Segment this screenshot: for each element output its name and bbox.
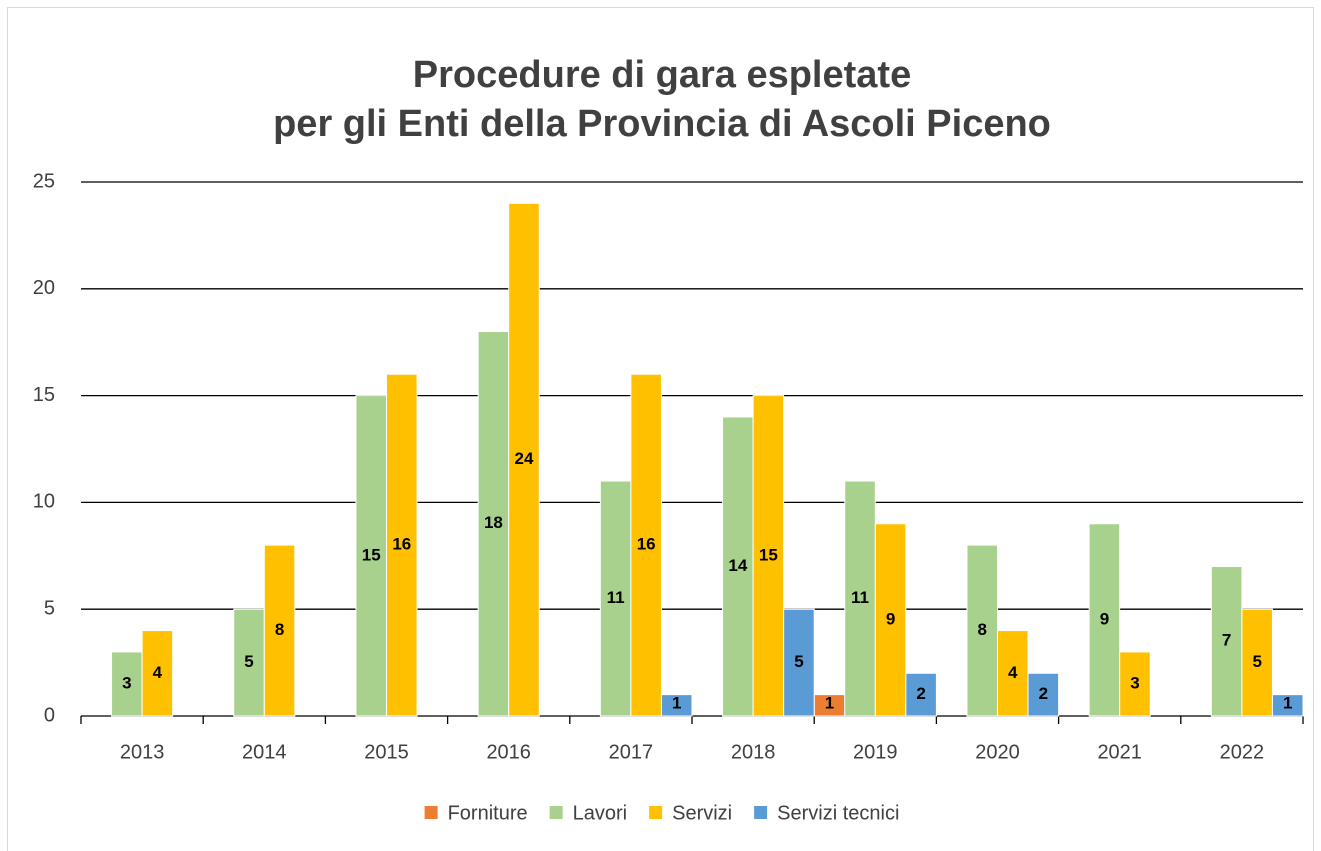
data-label: 1 [1283,693,1292,712]
bar [477,331,510,717]
bar [1088,523,1121,717]
data-label: 3 [1130,673,1139,692]
bar [263,544,296,717]
bar [874,523,907,717]
bar [783,608,815,717]
data-label: 16 [637,535,656,554]
bar [905,672,937,717]
bar [111,651,143,717]
y-tick-label: 10 [33,491,55,513]
data-label: 3 [122,673,131,692]
y-tick-label: 0 [44,704,55,726]
legend-label: Lavori [573,802,627,824]
bar [1271,694,1304,717]
bar [630,373,662,717]
data-label: 2 [916,684,925,703]
data-label: 11 [851,588,869,607]
legend-label: Servizi [672,802,732,824]
bar [997,630,1029,717]
x-tick-label: 2020 [975,741,1020,763]
x-tick-label: 2018 [731,741,776,763]
chart-title: Procedure di gara espletate [413,54,911,96]
y-tick-label: 15 [33,384,55,406]
x-tick-label: 2019 [853,741,898,763]
data-label: 1 [672,693,681,712]
x-tick-label: 2014 [242,741,287,763]
legend-swatch [754,806,768,819]
bar [844,480,876,717]
legend-swatch [649,806,663,819]
data-label: 14 [728,556,747,575]
bar [752,395,785,717]
legend-swatch [424,806,438,819]
legend-label: Forniture [448,802,528,824]
legend-swatch [549,806,563,819]
data-label: 5 [794,652,803,671]
data-label: 16 [392,535,411,554]
bar [508,202,540,717]
x-tick-label: 2015 [364,741,409,763]
data-label: 5 [1252,652,1261,671]
chart-title: per gli Enti della Provincia di Ascoli P… [273,103,1051,145]
x-tick-label: 2022 [1220,741,1265,763]
data-label: 18 [484,513,503,532]
data-label: 15 [362,545,381,564]
data-label: 4 [1008,663,1018,682]
data-label: 9 [1100,609,1109,628]
data-label: 11 [607,588,625,607]
bar [722,416,754,717]
y-tick-label: 5 [44,597,55,619]
y-tick-label: 25 [33,170,55,192]
data-label: 24 [515,449,534,468]
bar [386,373,418,717]
legend-label: Servizi tecnici [777,802,899,824]
data-label: 2 [1039,684,1048,703]
bar [1241,608,1273,717]
data-label: 1 [825,693,834,712]
bar [966,544,999,717]
data-label: 7 [1222,631,1231,650]
data-label: 8 [275,620,284,639]
x-tick-label: 2013 [120,741,165,763]
y-tick-label: 20 [33,277,55,299]
x-tick-label: 2016 [486,741,531,763]
bar [355,395,388,717]
data-label: 8 [977,620,986,639]
data-label: 5 [244,652,253,671]
data-label: 15 [759,545,778,564]
bar [233,608,265,717]
bar [1119,651,1151,717]
x-tick-label: 2017 [609,741,654,763]
data-label: 9 [886,609,895,628]
x-tick-label: 2021 [1097,741,1142,763]
bar [1027,672,1060,717]
bar [660,694,693,717]
data-label: 4 [153,663,163,682]
bar [1210,565,1243,717]
bar [141,630,174,717]
